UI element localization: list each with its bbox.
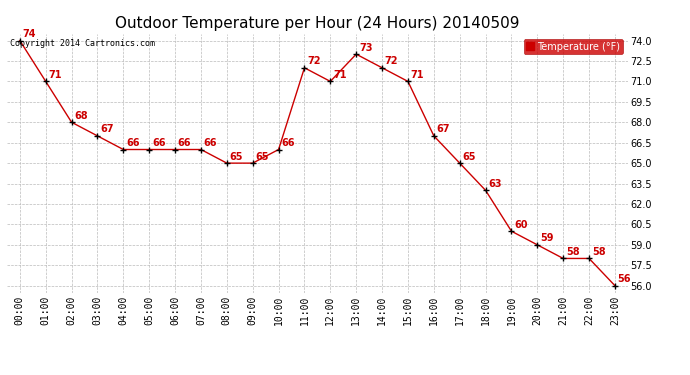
Text: 60: 60 xyxy=(514,220,528,230)
Text: 72: 72 xyxy=(307,56,321,66)
Text: 59: 59 xyxy=(540,234,553,243)
Text: 63: 63 xyxy=(489,179,502,189)
Title: Outdoor Temperature per Hour (24 Hours) 20140509: Outdoor Temperature per Hour (24 Hours) … xyxy=(115,16,520,31)
Text: 72: 72 xyxy=(385,56,398,66)
Text: 67: 67 xyxy=(437,124,450,135)
Text: 66: 66 xyxy=(126,138,139,148)
Text: 66: 66 xyxy=(152,138,166,148)
Text: 66: 66 xyxy=(204,138,217,148)
Legend: Temperature (°F): Temperature (°F) xyxy=(524,39,623,54)
Text: 71: 71 xyxy=(411,70,424,80)
Text: 68: 68 xyxy=(75,111,88,121)
Text: 71: 71 xyxy=(333,70,346,80)
Text: 74: 74 xyxy=(23,29,36,39)
Text: 65: 65 xyxy=(230,152,243,162)
Text: 65: 65 xyxy=(255,152,269,162)
Text: Copyright 2014 Cartronics.com: Copyright 2014 Cartronics.com xyxy=(10,39,155,48)
Text: 65: 65 xyxy=(462,152,476,162)
Text: 71: 71 xyxy=(48,70,62,80)
Text: 58: 58 xyxy=(566,247,580,257)
Text: 66: 66 xyxy=(178,138,191,148)
Text: 66: 66 xyxy=(282,138,295,148)
Text: 73: 73 xyxy=(359,43,373,53)
Text: 67: 67 xyxy=(100,124,114,135)
Text: 56: 56 xyxy=(618,274,631,284)
Text: 58: 58 xyxy=(592,247,606,257)
